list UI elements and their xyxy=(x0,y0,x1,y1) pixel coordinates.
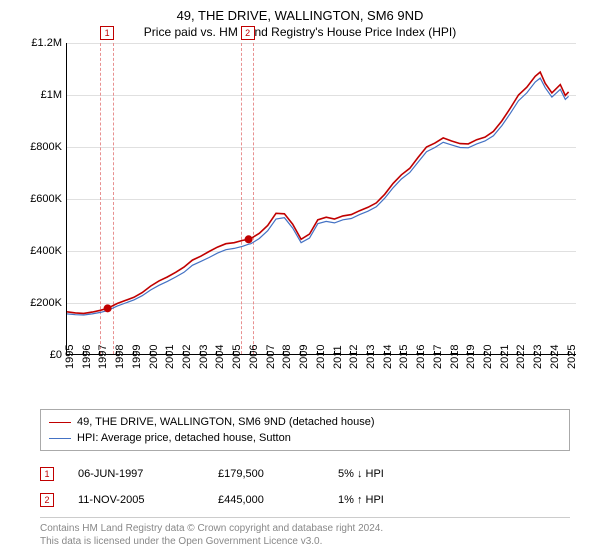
x-tick-label: 2007 xyxy=(265,345,277,369)
legend-swatch xyxy=(49,422,71,423)
x-tick-label: 1999 xyxy=(131,345,143,369)
x-tick-label: 2014 xyxy=(382,345,394,369)
x-tick-label: 2025 xyxy=(566,345,578,369)
chart-subtitle: Price paid vs. HM Land Registry's House … xyxy=(0,23,600,43)
legend-label: HPI: Average price, detached house, Sutt… xyxy=(77,432,291,444)
x-tick-label: 2019 xyxy=(465,345,477,369)
x-tick-label: 2011 xyxy=(332,345,344,369)
y-tick-label: £0 xyxy=(50,349,62,361)
plot-svg xyxy=(67,43,576,354)
transaction-number-box: 2 xyxy=(40,493,54,507)
legend-item: HPI: Average price, detached house, Sutt… xyxy=(49,430,561,446)
x-tick-label: 2002 xyxy=(181,345,193,369)
x-tick-label: 2004 xyxy=(214,345,226,369)
y-tick-label: £1.2M xyxy=(31,37,62,49)
transaction-row: 1 06-JUN-1997£179,5005% ↓ HPI xyxy=(40,461,570,487)
y-tick-label: £1M xyxy=(41,89,62,101)
y-axis: £0£200K£400K£600K£800K£1M£1.2M xyxy=(20,43,66,373)
x-tick-label: 2012 xyxy=(348,345,360,369)
transactions-table: 1 06-JUN-1997£179,5005% ↓ HPI 2 11-NOV-2005… xyxy=(40,461,570,513)
x-tick-label: 2013 xyxy=(365,345,377,369)
callout-box: 1 xyxy=(100,26,114,40)
x-tick-label: 2000 xyxy=(148,345,160,369)
transaction-date: 06-JUN-1997 xyxy=(78,468,218,480)
transaction-price: £445,000 xyxy=(218,494,338,506)
transaction-delta: 1% ↑ HPI xyxy=(338,494,428,506)
x-tick-label: 2009 xyxy=(298,345,310,369)
x-tick-label: 2005 xyxy=(231,345,243,369)
x-tick-label: 1997 xyxy=(97,345,109,369)
transaction-marker xyxy=(245,235,253,243)
x-tick-label: 2022 xyxy=(515,345,527,369)
x-tick-label: 2024 xyxy=(549,345,561,369)
x-tick-label: 2006 xyxy=(248,345,260,369)
transaction-date: 11-NOV-2005 xyxy=(78,494,218,506)
attribution-line2: This data is licensed under the Open Gov… xyxy=(40,535,570,548)
x-tick-label: 2008 xyxy=(281,345,293,369)
y-tick-label: £800K xyxy=(30,141,62,153)
x-tick-label: 2017 xyxy=(432,345,444,369)
x-tick-label: 2015 xyxy=(398,345,410,369)
chart-title: 49, THE DRIVE, WALLINGTON, SM6 9ND xyxy=(0,0,600,23)
x-tick-label: 2020 xyxy=(482,345,494,369)
y-tick-label: £200K xyxy=(30,297,62,309)
legend-label: 49, THE DRIVE, WALLINGTON, SM6 9ND (deta… xyxy=(77,416,375,428)
attribution: Contains HM Land Registry data © Crown c… xyxy=(40,522,570,548)
x-tick-label: 2016 xyxy=(415,345,427,369)
callout-box: 2 xyxy=(241,26,255,40)
legend: 49, THE DRIVE, WALLINGTON, SM6 9ND (deta… xyxy=(40,409,570,451)
x-tick-label: 2001 xyxy=(164,345,176,369)
attribution-line1: Contains HM Land Registry data © Crown c… xyxy=(40,522,570,535)
legend-swatch xyxy=(49,438,71,439)
transaction-number-box: 1 xyxy=(40,467,54,481)
x-tick-label: 1996 xyxy=(81,345,93,369)
chart-area: £0£200K£400K£600K£800K£1M£1.2M 12 199519… xyxy=(20,43,580,373)
x-tick-label: 2018 xyxy=(449,345,461,369)
legend-item: 49, THE DRIVE, WALLINGTON, SM6 9ND (deta… xyxy=(49,414,561,430)
series-hpi xyxy=(67,78,569,315)
x-axis: 1995199619971998199920002001200220032004… xyxy=(66,355,576,373)
series-property xyxy=(67,72,569,313)
y-tick-label: £600K xyxy=(30,193,62,205)
transaction-marker xyxy=(104,304,112,312)
transaction-price: £179,500 xyxy=(218,468,338,480)
x-tick-label: 2003 xyxy=(198,345,210,369)
x-tick-label: 1995 xyxy=(64,345,76,369)
x-tick-label: 2021 xyxy=(499,345,511,369)
x-tick-label: 2023 xyxy=(532,345,544,369)
plot-area: 12 xyxy=(66,43,576,355)
divider xyxy=(40,517,570,518)
transaction-row: 2 11-NOV-2005£445,0001% ↑ HPI xyxy=(40,487,570,513)
x-tick-label: 1998 xyxy=(114,345,126,369)
y-tick-label: £400K xyxy=(30,245,62,257)
x-tick-label: 2010 xyxy=(315,345,327,369)
transaction-delta: 5% ↓ HPI xyxy=(338,468,428,480)
